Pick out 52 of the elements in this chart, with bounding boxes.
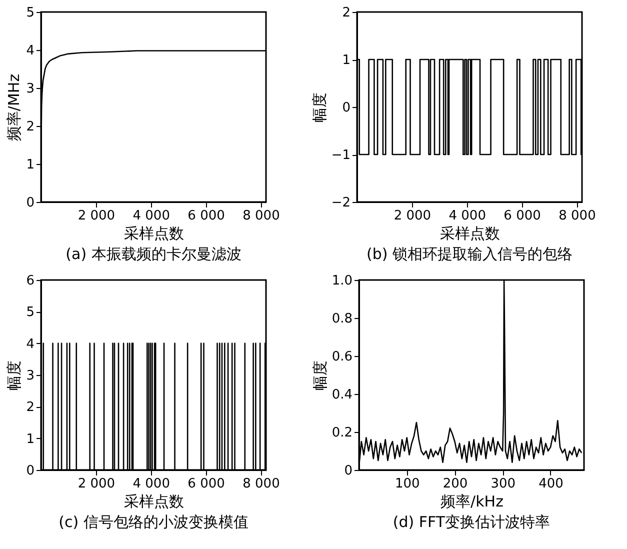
x-tick-label: 100 [394, 476, 420, 492]
y-tick-label: 0 [26, 464, 34, 478]
x-axis-title: 频率/kHz [440, 492, 504, 510]
y-tick-label: 5 [26, 305, 34, 320]
y-tick-label: 0.4 [332, 388, 352, 402]
text: (d) FFT变换估计波特率 [392, 513, 550, 531]
y-tick-label: 2 [26, 400, 34, 416]
y-tick-label: 4 [26, 336, 34, 352]
x-tick-label: 8 000 [242, 476, 280, 492]
y-tick-label: 6 [26, 274, 34, 288]
x-axis-title: 采样点数 [124, 224, 184, 242]
y-tick-label: 0 [26, 196, 34, 210]
text: (a) 本振载频的卡尔曼滤波 [66, 245, 242, 263]
x-tick-label: 300 [490, 476, 516, 492]
x-tick-label: 4 000 [132, 208, 170, 224]
text: (c) 信号包络的小波变换模值 [58, 513, 248, 531]
y-tick-label: 3 [26, 82, 34, 96]
x-tick-label: 6 000 [188, 476, 225, 492]
y-tick-label: 4 [26, 44, 34, 58]
text: (b) 锁相环提取输入信号的包络 [366, 245, 572, 263]
x-tick-label: 8 000 [558, 208, 596, 224]
y-tick-label: 0 [342, 100, 350, 116]
y-tick-label: 1.0 [332, 274, 352, 288]
y-axis-title: 频率/MHz [5, 74, 24, 142]
x-axis-title: 采样点数 [440, 224, 500, 242]
y-tick-label: 0.8 [332, 312, 352, 326]
y-tick-label: 3 [26, 368, 34, 384]
x-axis-title: 采样点数 [124, 492, 184, 510]
x-tick-label: 2 000 [394, 208, 432, 224]
y-axis-title: 幅度 [310, 92, 328, 122]
x-tick-label: 6 000 [504, 208, 541, 224]
y-tick-label: −2 [331, 196, 350, 210]
y-tick-label: 2 [342, 6, 350, 20]
x-tick-label: 400 [538, 476, 564, 492]
y-axis-title: 幅度 [5, 360, 24, 390]
x-tick-label: 8 000 [242, 208, 280, 224]
y-tick-label: 0.6 [332, 350, 352, 364]
y-tick-label: 0.2 [332, 426, 352, 440]
y-tick-label: 2 [26, 120, 34, 134]
y-tick-label: 1 [26, 432, 34, 447]
y-tick-label: −1 [331, 148, 350, 163]
y-tick-label: 5 [26, 6, 34, 20]
y-axis-title: 幅度 [310, 360, 329, 390]
x-tick-label: 2 000 [78, 208, 116, 224]
y-tick-label: 1 [342, 53, 350, 68]
x-tick-label: 4 000 [132, 476, 170, 492]
x-tick-label: 2 000 [78, 476, 116, 492]
x-tick-label: 6 000 [188, 208, 225, 224]
x-tick-label: 4 000 [448, 208, 486, 224]
y-tick-label: 0 [344, 464, 352, 478]
y-tick-label: 1 [26, 158, 34, 172]
x-tick-label: 200 [442, 476, 468, 492]
